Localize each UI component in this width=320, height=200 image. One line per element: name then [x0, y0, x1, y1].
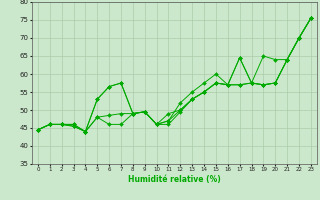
X-axis label: Humidité relative (%): Humidité relative (%) — [128, 175, 221, 184]
